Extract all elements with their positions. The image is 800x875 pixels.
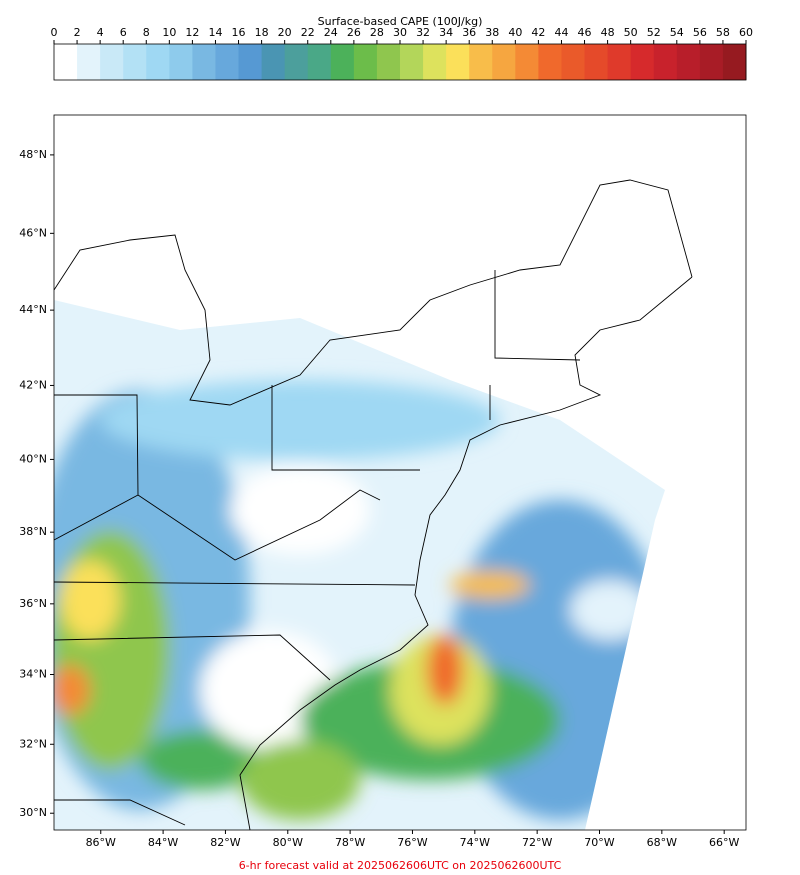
colorbar-title: Surface-based CAPE (100J/kg) xyxy=(318,15,483,28)
colorbar-tick-label: 14 xyxy=(208,26,222,39)
y-tick-label: 40°N xyxy=(19,452,47,465)
y-tick-label: 44°N xyxy=(19,303,47,316)
colorbar-tick-label: 48 xyxy=(601,26,615,39)
colorbar-segment xyxy=(492,44,516,80)
colorbar-segment xyxy=(584,44,609,80)
colorbar-tick-label: 42 xyxy=(531,26,545,39)
colorbar-tick-label: 40 xyxy=(508,26,522,39)
colorbar-tick-label: 34 xyxy=(439,26,453,39)
colorbar-tick-label: 38 xyxy=(485,26,499,39)
coastlines xyxy=(53,179,693,831)
colorbar-tick-label: 52 xyxy=(647,26,661,39)
colorbar-tick-label: 2 xyxy=(74,26,81,39)
colorbar-segment xyxy=(54,44,78,80)
footer: 6-hr forecast valid at 2025062606UTC on … xyxy=(239,859,562,872)
colorbar-tick-label: 16 xyxy=(232,26,246,39)
colorbar-tick-label: 10 xyxy=(162,26,176,39)
colorbar-tick-label: 0 xyxy=(51,26,58,39)
colorbar-tick-label: 22 xyxy=(301,26,315,39)
colorbar-tick-label: 4 xyxy=(97,26,104,39)
colorbar-tick-label: 36 xyxy=(462,26,476,39)
y-tick-label: 42°N xyxy=(19,378,47,391)
colorbar-segment xyxy=(515,44,539,80)
colorbar-tick-label: 26 xyxy=(347,26,361,39)
colorbar-segment xyxy=(146,44,170,80)
colorbar-tick-label: 30 xyxy=(393,26,407,39)
colorbar-segment xyxy=(353,44,378,80)
x-tick-label: 74°W xyxy=(460,836,490,849)
colorbar-tick-label: 8 xyxy=(143,26,150,39)
colorbar-tick-label: 50 xyxy=(624,26,638,39)
colorbar-tick-label: 6 xyxy=(120,26,127,39)
x-tick-label: 78°W xyxy=(335,836,365,849)
colorbar: 0 2 4 6 8 10 12 14 16 18 20 22 24 26 28 30 32 34 36 38 40 42 4… xyxy=(51,26,753,81)
colorbar-segment xyxy=(699,44,724,80)
x-tick-label: 82°W xyxy=(210,836,240,849)
x-tick-label: 80°W xyxy=(273,836,303,849)
x-tick-label: 70°W xyxy=(584,836,614,849)
colorbar-segment xyxy=(192,44,216,80)
colorbar-tick-label: 18 xyxy=(255,26,269,39)
colorbar-segment xyxy=(77,44,101,80)
colorbar-segment xyxy=(261,44,286,80)
colorbar-segment xyxy=(169,44,193,80)
x-tick-label: 66°W xyxy=(709,836,739,849)
colorbar-segment xyxy=(722,44,747,80)
axes: 86°W 84°W 82°W 80°W 78°W 76°W 74°W 72°W 70°W 68°W… xyxy=(19,148,739,849)
colorbar-segment xyxy=(653,44,678,80)
colorbar-tick-label: 46 xyxy=(578,26,592,39)
colorbar-tick-label: 44 xyxy=(554,26,568,39)
colorbar-segment xyxy=(676,44,701,80)
x-tick-label: 72°W xyxy=(522,836,552,849)
y-tick-label: 46°N xyxy=(19,226,47,239)
colorbar-tick-label: 20 xyxy=(278,26,292,39)
x-tick-label: 84°W xyxy=(148,836,178,849)
colorbar-segment xyxy=(446,44,470,80)
colorbar-tick-label: 32 xyxy=(416,26,430,39)
colorbar-segment xyxy=(400,44,424,80)
colorbar-tick-label: 28 xyxy=(370,26,384,39)
x-tick-label: 86°W xyxy=(86,836,116,849)
colorbar-tick-label: 24 xyxy=(324,26,338,39)
colorbar-segment xyxy=(123,44,147,80)
colorbar-segment xyxy=(307,44,332,80)
x-tick-label: 76°W xyxy=(397,836,427,849)
colorbar-segment xyxy=(423,44,447,80)
colorbar-segment xyxy=(100,44,124,80)
y-tick-label: 38°N xyxy=(19,525,47,538)
colorbar-segment xyxy=(238,44,263,80)
colorbar-segment xyxy=(330,44,355,80)
colorbar-segment xyxy=(538,44,562,80)
colorbar-tick-label: 60 xyxy=(739,26,753,39)
y-tick-label: 48°N xyxy=(19,148,47,161)
colorbar-segment xyxy=(469,44,493,80)
x-tick-label: 68°W xyxy=(647,836,677,849)
colorbar-segment xyxy=(630,44,655,80)
colorbar-segment xyxy=(284,44,309,80)
colorbar-segment xyxy=(607,44,632,80)
y-tick-label: 34°N xyxy=(19,668,47,681)
map-frame xyxy=(53,114,747,831)
colorbar-segment xyxy=(376,44,401,80)
y-tick-label: 36°N xyxy=(19,597,47,610)
colorbar-tick-label: 56 xyxy=(693,26,707,39)
y-tick-label: 30°N xyxy=(19,806,47,819)
colorbar-tick-label: 54 xyxy=(670,26,684,39)
colorbar-segment xyxy=(215,44,240,80)
colorbar-tick-label: 12 xyxy=(185,26,199,39)
y-tick-label: 32°N xyxy=(19,737,47,750)
colorbar-tick-label: 58 xyxy=(716,26,730,39)
colorbar-segment xyxy=(561,44,586,80)
